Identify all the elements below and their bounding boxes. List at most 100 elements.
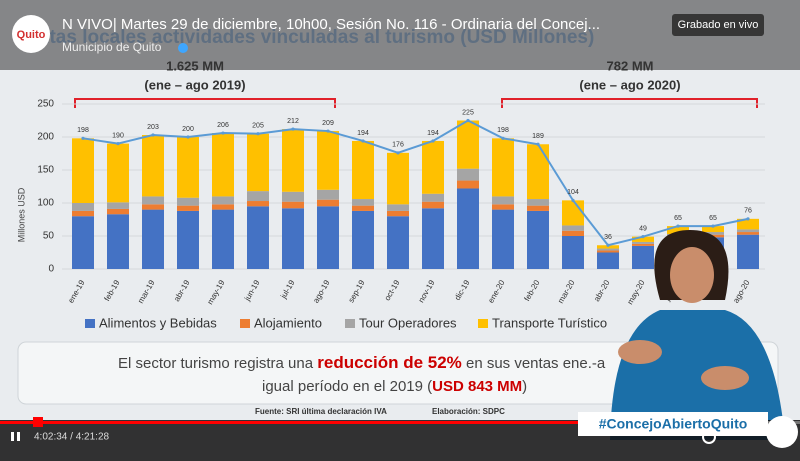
hashtag: #ConcejoAbiertoQuito bbox=[599, 416, 748, 432]
bar-segment bbox=[177, 137, 199, 198]
total-point bbox=[256, 132, 260, 136]
top-overlay bbox=[0, 0, 800, 70]
legend-label: Transporte Turístico bbox=[492, 315, 607, 330]
bar-segment bbox=[562, 236, 584, 269]
bar-segment bbox=[107, 208, 129, 215]
bar-segment bbox=[527, 210, 549, 269]
hashtag-bg bbox=[578, 412, 768, 436]
bar-segment bbox=[422, 201, 444, 209]
avatar[interactable] bbox=[766, 416, 798, 448]
settings-button[interactable] bbox=[702, 430, 716, 444]
bar-segment bbox=[387, 204, 409, 211]
badge-bg bbox=[672, 14, 764, 36]
total-label: 65 bbox=[709, 215, 717, 222]
note-text: ) bbox=[522, 378, 527, 395]
bar-segment bbox=[72, 203, 94, 211]
bar-segment bbox=[737, 234, 759, 269]
progress-handle[interactable] bbox=[33, 417, 43, 427]
y-tick-label: 0 bbox=[48, 264, 54, 275]
bar-segment bbox=[387, 210, 409, 217]
bar-segment bbox=[317, 131, 339, 190]
note-highlight: reducción de 52% bbox=[317, 353, 462, 372]
total-label: 203 bbox=[147, 124, 159, 131]
total-point bbox=[431, 139, 435, 143]
legend-label: Tour Operadores bbox=[359, 315, 457, 330]
bar-segment bbox=[597, 248, 619, 251]
bar-segment bbox=[72, 216, 94, 269]
bar-segment bbox=[632, 241, 654, 244]
total-label: 65 bbox=[674, 215, 682, 222]
bar-segment bbox=[632, 243, 654, 246]
bar-segment bbox=[352, 140, 374, 200]
total-line bbox=[82, 119, 749, 247]
bar-segment bbox=[247, 201, 269, 207]
note-line: El sector turismo registra una reducción… bbox=[118, 353, 606, 372]
total-point bbox=[571, 198, 575, 202]
total-label: 194 bbox=[427, 130, 439, 137]
bar-segment bbox=[317, 189, 339, 200]
y-tick-label: 200 bbox=[37, 132, 54, 143]
bar-segment bbox=[562, 225, 584, 231]
total-label: 225 bbox=[462, 109, 474, 116]
channel-name[interactable]: Municipio de Quito bbox=[62, 40, 162, 54]
total-label: 189 bbox=[532, 133, 544, 140]
slide-title: Ventas locales actividades vinculadas al… bbox=[16, 27, 595, 48]
bar-segment bbox=[562, 230, 584, 236]
total-label: 49 bbox=[639, 226, 647, 233]
bar-segment bbox=[667, 226, 689, 235]
bar-segment bbox=[107, 143, 129, 203]
total-point bbox=[81, 136, 85, 140]
total-point bbox=[396, 151, 400, 155]
period-amount: 782 MM bbox=[607, 58, 654, 73]
bar-segment bbox=[422, 140, 444, 194]
bar-segment bbox=[527, 144, 549, 200]
bar-segment bbox=[352, 210, 374, 269]
y-tick-label: 250 bbox=[37, 99, 54, 110]
total-point bbox=[186, 135, 190, 139]
bar-segment bbox=[527, 199, 549, 206]
bar-segment bbox=[457, 168, 479, 181]
total-point bbox=[151, 133, 155, 137]
total-label: 36 bbox=[604, 234, 612, 241]
bar-segment bbox=[72, 138, 94, 203]
time: 4:02:34 / 4:21:28 bbox=[34, 432, 110, 443]
bar-segment bbox=[492, 138, 514, 197]
note-box bbox=[17, 341, 779, 405]
bar-segment bbox=[212, 209, 234, 269]
bar-segment bbox=[317, 206, 339, 269]
verified bbox=[178, 43, 188, 53]
total-point bbox=[501, 136, 505, 140]
bar-segment bbox=[597, 252, 619, 269]
total-point bbox=[606, 243, 610, 247]
total-point bbox=[466, 118, 470, 123]
video-title[interactable]: N VIVO| Martes 29 de diciembre, 10h00, S… bbox=[62, 16, 600, 33]
y-axis-label: Millones USD bbox=[16, 187, 26, 242]
progress-played bbox=[0, 421, 740, 424]
total-point bbox=[221, 131, 225, 135]
bar-segment bbox=[212, 196, 234, 205]
bar-segment bbox=[422, 208, 444, 269]
bar-segment bbox=[72, 210, 94, 217]
y-tick-label: 50 bbox=[43, 231, 55, 242]
total-point bbox=[291, 127, 295, 131]
total-label: 194 bbox=[357, 130, 369, 137]
bar-segment bbox=[387, 152, 409, 205]
bar-segment bbox=[282, 129, 304, 192]
legend-swatch bbox=[240, 319, 250, 328]
bar-segment bbox=[387, 216, 409, 269]
period-range: (ene – ago 2019) bbox=[144, 77, 245, 92]
pause-button[interactable] bbox=[17, 432, 20, 441]
total-label: 198 bbox=[497, 127, 509, 134]
total-point bbox=[326, 129, 330, 133]
bar-segment bbox=[247, 133, 269, 192]
bar-segment bbox=[597, 250, 619, 253]
pause-button[interactable] bbox=[11, 432, 14, 441]
bar-segment bbox=[492, 196, 514, 205]
legend-label: Alojamiento bbox=[254, 315, 322, 330]
bar-segment bbox=[457, 188, 479, 269]
bar-segment bbox=[352, 199, 374, 206]
note-text: El sector turismo registra una bbox=[118, 355, 317, 372]
bar-segment bbox=[632, 245, 654, 269]
bar-segment bbox=[702, 226, 724, 233]
